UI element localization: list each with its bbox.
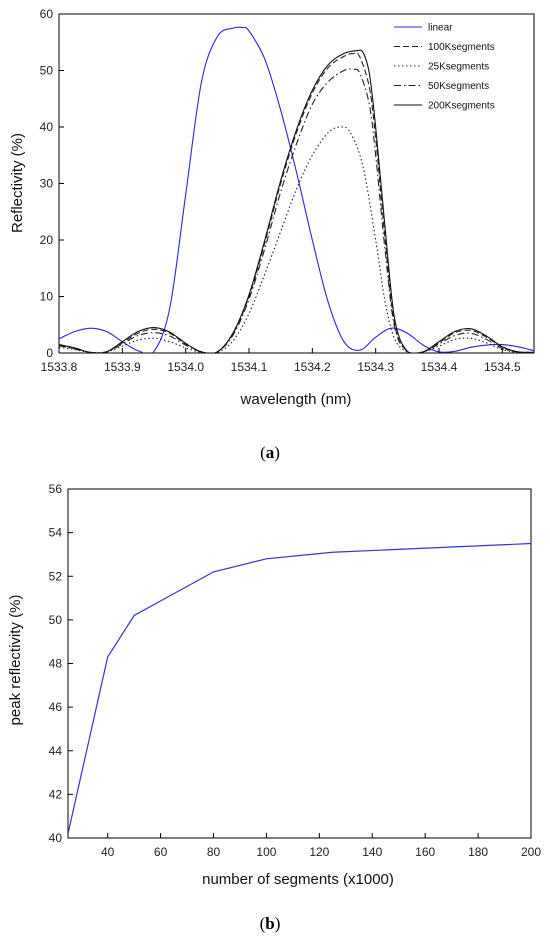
y-tick-label: 50 (40, 64, 54, 78)
x-tick-label: 140 (362, 845, 382, 859)
panel-a-caption-close: ) (274, 443, 280, 462)
panel-a-y-axis-label: Reflectivity (%) (9, 133, 26, 233)
panel-b-y-axis-label: peak reflectivity (%) (7, 595, 24, 726)
x-tick-label: 60 (154, 845, 168, 859)
x-tick-label: 80 (207, 845, 221, 859)
y-tick-label: 0 (46, 346, 53, 360)
panel-a-ticks: 1533.8 1533.9 1534.0 1534.1 1534.2 1534.3 1534… (40, 7, 521, 374)
y-tick-label: 44 (49, 744, 63, 758)
y-tick-label: 42 (49, 787, 63, 801)
legend-label: 50Ksegments (428, 81, 489, 92)
legend-label: linear (428, 23, 453, 34)
y-tick-label: 40 (49, 831, 63, 845)
panel-a-caption-open: ( (260, 443, 266, 462)
panel-b-series-group (68, 542, 531, 834)
series-line-25ksegments (59, 126, 534, 353)
x-tick-label: 1534.4 (421, 360, 458, 374)
x-tick-label: 1534.5 (484, 360, 521, 374)
y-tick-label: 60 (40, 7, 54, 21)
x-tick-label: 1533.9 (104, 360, 141, 374)
panel-b-caption-close: ) (275, 914, 281, 933)
x-tick-label: 180 (468, 845, 488, 859)
x-tick-label: 40 (101, 845, 115, 859)
x-tick-label: 200 (521, 845, 541, 859)
x-tick-label: 160 (415, 845, 435, 859)
y-tick-label: 48 (49, 657, 63, 671)
series-line-200ksegments (59, 49, 534, 353)
y-tick-label: 50 (49, 613, 63, 627)
panel-b-chart: 40 60 80 100 120 140 160 180 200 40 42 44 46 48 50 52 54… (7, 482, 541, 933)
y-tick-label: 46 (49, 700, 63, 714)
y-tick-label: 30 (40, 177, 54, 191)
legend-label: 25Ksegments (428, 62, 489, 73)
series-line-linear (59, 26, 534, 353)
y-tick-label: 20 (40, 233, 54, 247)
x-tick-label: 100 (256, 845, 276, 859)
panel-a-chart: 1533.8 1533.9 1534.0 1534.1 1534.2 1534.3 1534… (9, 7, 535, 462)
y-tick-label: 40 (40, 120, 54, 134)
panel-a-caption-letter: a (266, 443, 275, 462)
series-line-50ksegments (59, 68, 534, 353)
y-tick-label: 56 (49, 482, 63, 496)
panel-b-caption-open: ( (260, 914, 266, 933)
legend-label: 200Ksegments (428, 101, 495, 112)
y-tick-label: 10 (40, 290, 54, 304)
panel-a-legend: linear 100Ksegments 25Ksegments 50Ksegments… (394, 23, 495, 112)
panel-b-caption: (b) (260, 914, 281, 933)
panel-a-series-group (59, 26, 534, 353)
x-tick-label: 1533.8 (41, 360, 78, 374)
x-tick-label: 1534.3 (357, 360, 394, 374)
x-tick-label: 120 (309, 845, 329, 859)
panel-a-x-axis-label: wavelength (nm) (240, 391, 352, 408)
x-tick-label: 1534.1 (231, 360, 268, 374)
panel-a-caption: (a) (260, 443, 280, 462)
legend-label: 100Ksegments (428, 42, 495, 53)
series-line-peak-reflectivity (68, 542, 531, 834)
x-tick-label: 1534.2 (294, 360, 331, 374)
x-tick-label: 1534.0 (167, 360, 204, 374)
y-tick-label: 54 (49, 526, 63, 540)
panel-b-caption-letter: b (265, 914, 274, 933)
series-line-100ksegments (59, 52, 534, 353)
panel-b-ticks: 40 60 80 100 120 140 160 180 200 40 42 44 46 48 50 52 54… (49, 482, 542, 859)
panel-b-plot-frame (67, 488, 532, 839)
y-tick-label: 52 (49, 569, 63, 583)
panel-b-x-axis-label: number of segments (x1000) (202, 871, 394, 888)
